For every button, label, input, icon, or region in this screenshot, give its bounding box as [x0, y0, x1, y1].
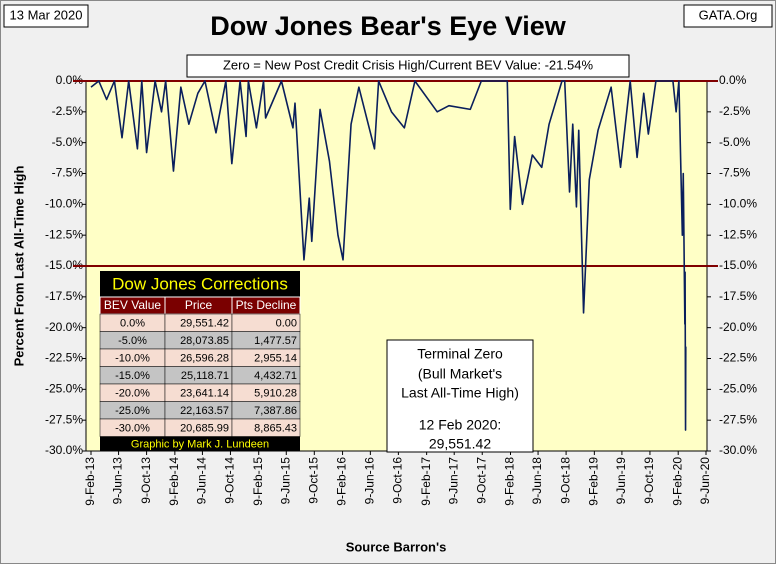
table-cell-text: 0.00 [276, 318, 297, 330]
table-cell-text: 22,163.57 [180, 405, 229, 417]
x-tick-label: 9-Feb-16 [335, 457, 349, 506]
y-tick-label: -2.5% [52, 104, 84, 118]
chart-title: Dow Jones Bear's Eye View [210, 11, 567, 41]
y2-tick-label: -12.5% [719, 227, 757, 241]
date-label: 13 Mar 2020 [10, 7, 83, 22]
x-tick-label: 9-Oct-16 [391, 457, 405, 504]
table-cell-text: 0.0% [120, 318, 145, 330]
table-cell-text: 28,073.85 [180, 335, 229, 347]
x-tick-label: 9-Oct-15 [306, 457, 320, 504]
table-cell-text: 8,865.43 [254, 423, 297, 435]
table-cell-text: -5.0% [118, 335, 147, 347]
y2-tick-label: -22.5% [719, 351, 757, 365]
source-label: GATA.Org [699, 7, 758, 22]
table-cell-text: 1,477.57 [254, 335, 297, 347]
table-footer: Graphic by Mark J. Lundeen [131, 438, 269, 450]
table-cell-text: -15.0% [115, 370, 150, 382]
date-box [3, 4, 89, 28]
y-tick-label: -25.0% [45, 382, 83, 396]
x-tick-label: 9-Feb-19 [587, 457, 601, 506]
x-tick-label: 9-Oct-18 [558, 457, 572, 504]
x-tick-label: 9-Jun-13 [111, 457, 125, 505]
table-cell-text: -10.0% [115, 353, 150, 365]
y-tick-label: -27.5% [45, 412, 83, 426]
y-tick-label: -20.0% [45, 320, 83, 334]
y2-tick-label: -27.5% [719, 412, 757, 426]
table-cell-text: 4,432.71 [254, 370, 297, 382]
x-tick-label: 9-Oct-14 [223, 457, 237, 504]
table-header: Pts Decline [236, 298, 297, 312]
table-cell-text: -25.0% [115, 405, 150, 417]
y-tick-label: -15.0% [45, 258, 83, 272]
y-tick-label: 0.0% [56, 73, 84, 87]
x-tick-label: 9-Jun-20 [698, 457, 712, 505]
table-cell-text: 23,641.14 [180, 388, 229, 400]
x-tick-label: 9-Feb-17 [419, 457, 433, 506]
subtitle: Zero = New Post Credit Crisis High/Curre… [223, 57, 593, 72]
x-tick-label: 9-Jun-16 [363, 457, 377, 505]
y2-tick-label: 0.0% [719, 73, 747, 87]
y-axis-label: Percent From Last All-Time High [11, 166, 26, 367]
x-tick-label: 9-Jun-18 [530, 457, 544, 505]
y2-tick-label: -25.0% [719, 382, 757, 396]
y2-tick-label: -7.5% [719, 166, 751, 180]
y-tick-label: -7.5% [52, 166, 84, 180]
y2-tick-label: -30.0% [719, 443, 757, 457]
source-box [683, 4, 773, 28]
x-tick-label: 9-Jun-19 [614, 457, 628, 505]
y2-tick-label: -2.5% [719, 104, 751, 118]
x-tick-label: 9-Jun-17 [446, 457, 460, 505]
table-cell-text: 26,596.28 [180, 353, 229, 365]
x-tick-label: 9-Jun-15 [278, 457, 292, 505]
table-footer-bg [100, 436, 300, 452]
table-cell-text: 29,551.42 [180, 318, 229, 330]
x-tick-label: 9-Oct-13 [139, 457, 153, 504]
x-tick-label: 9-Feb-13 [83, 457, 97, 506]
table-title-bg [100, 271, 300, 297]
note-text: Last All-Time High) [401, 385, 519, 401]
data-line [90, 80, 687, 431]
table-cell-text: -30.0% [115, 423, 150, 435]
table-cell-text: 2,955.14 [254, 353, 297, 365]
note-text: (Bull Market's [418, 366, 502, 382]
note-text: 29,551.42 [429, 436, 491, 452]
y-tick-label: -10.0% [45, 197, 83, 211]
y2-tick-label: -20.0% [719, 320, 757, 334]
x-tick-label: 9-Oct-17 [474, 457, 488, 504]
table-header: BEV Value [104, 298, 161, 312]
y2-tick-label: -17.5% [719, 289, 757, 303]
table-cell-text: 7,387.86 [254, 405, 297, 417]
table-cell-text: 25,118.71 [181, 370, 229, 382]
y-tick-label: -17.5% [45, 289, 83, 303]
y-tick-label: -12.5% [45, 227, 83, 241]
x-tick-label: 9-Feb-15 [251, 457, 265, 506]
y2-tick-label: -15.0% [719, 258, 757, 272]
table-cell-text: -20.0% [115, 388, 150, 400]
y-tick-label: -5.0% [52, 135, 84, 149]
note-text: 12 Feb 2020: [419, 417, 502, 433]
y2-tick-label: -5.0% [719, 135, 751, 149]
table-cell-text: 20,685.99 [180, 423, 229, 435]
note-text: Terminal Zero [417, 346, 503, 362]
y-tick-label: -30.0% [45, 443, 83, 457]
x-tick-label: 9-Oct-19 [642, 457, 656, 504]
y-tick-label: -22.5% [45, 351, 83, 365]
x-tick-label: 9-Jun-14 [195, 457, 209, 505]
table-header: Price [185, 298, 213, 312]
x-axis-label: Source Barron's [346, 539, 447, 554]
table-title: Dow Jones Corrections [112, 274, 288, 293]
subtitle-box [186, 54, 630, 78]
x-tick-label: 9-Feb-20 [670, 457, 684, 506]
x-tick-label: 9-Feb-18 [503, 457, 517, 506]
table-cell-text: 5,910.28 [254, 388, 297, 400]
x-tick-label: 9-Feb-14 [167, 457, 181, 506]
note-box [386, 339, 534, 453]
y2-tick-label: -10.0% [719, 197, 757, 211]
